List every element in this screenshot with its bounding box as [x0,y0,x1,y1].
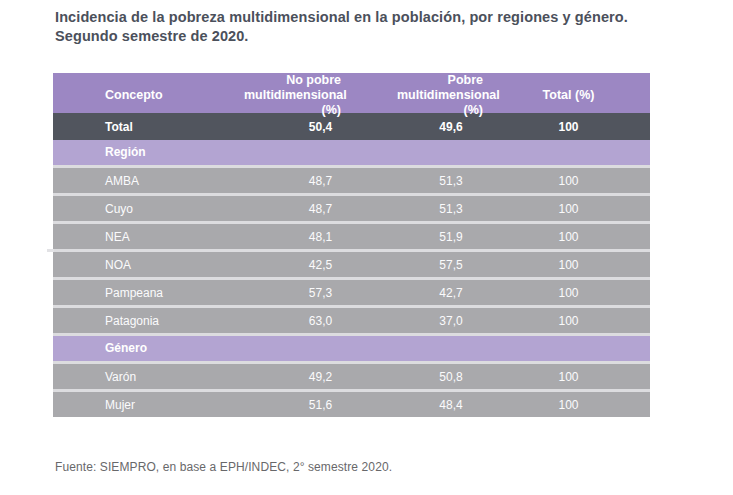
row-noa: NOA 42,5 57,5 100 [53,249,650,277]
col-header-pobre: Pobre multidimensional (%) [397,73,517,118]
col-header-total: Total (%) [517,88,650,103]
table-header-row: Concepto No pobre multidimensional (%) P… [53,73,650,113]
figure-title-line2: Segundo semestre de 2020. [55,27,715,46]
source-note: Fuente: SIEMPRO, en base a EPH/INDEC, 2°… [55,460,392,474]
row-amba: AMBA 48,7 51,3 100 [53,165,650,193]
col-header-no-pobre: No pobre multidimensional (%) [244,73,397,118]
row-cuyo: Cuyo 48,7 51,3 100 [53,193,650,221]
section-row-genero: Género [53,333,650,361]
row-patagonia: Patagonia 63,0 37,0 100 [53,305,650,333]
figure-title-line1: Incidencia de la pobreza multidimensiona… [55,8,715,27]
row-nea: NEA 48,1 51,9 100 [53,221,650,249]
left-edge-tick-mark [47,249,54,252]
figure-title: Incidencia de la pobreza multidimensiona… [55,8,715,46]
section-row-region: Región [53,140,650,165]
row-varon: Varón 49,2 50,8 100 [53,361,650,389]
incidence-table: Concepto No pobre multidimensional (%) P… [53,73,650,417]
row-mujer: Mujer 51,6 48,4 100 [53,389,650,417]
row-pampeana: Pampeana 57,3 42,7 100 [53,277,650,305]
col-header-concepto: Concepto [53,88,244,103]
